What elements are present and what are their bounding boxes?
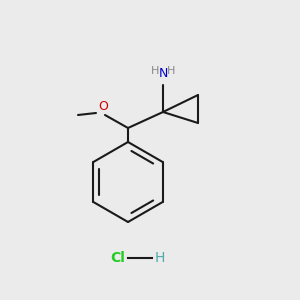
Text: H: H <box>151 66 159 76</box>
Text: H: H <box>155 251 165 265</box>
Text: N: N <box>158 67 168 80</box>
Text: Cl: Cl <box>111 251 125 265</box>
Text: O: O <box>98 100 108 113</box>
Text: H: H <box>167 66 175 76</box>
